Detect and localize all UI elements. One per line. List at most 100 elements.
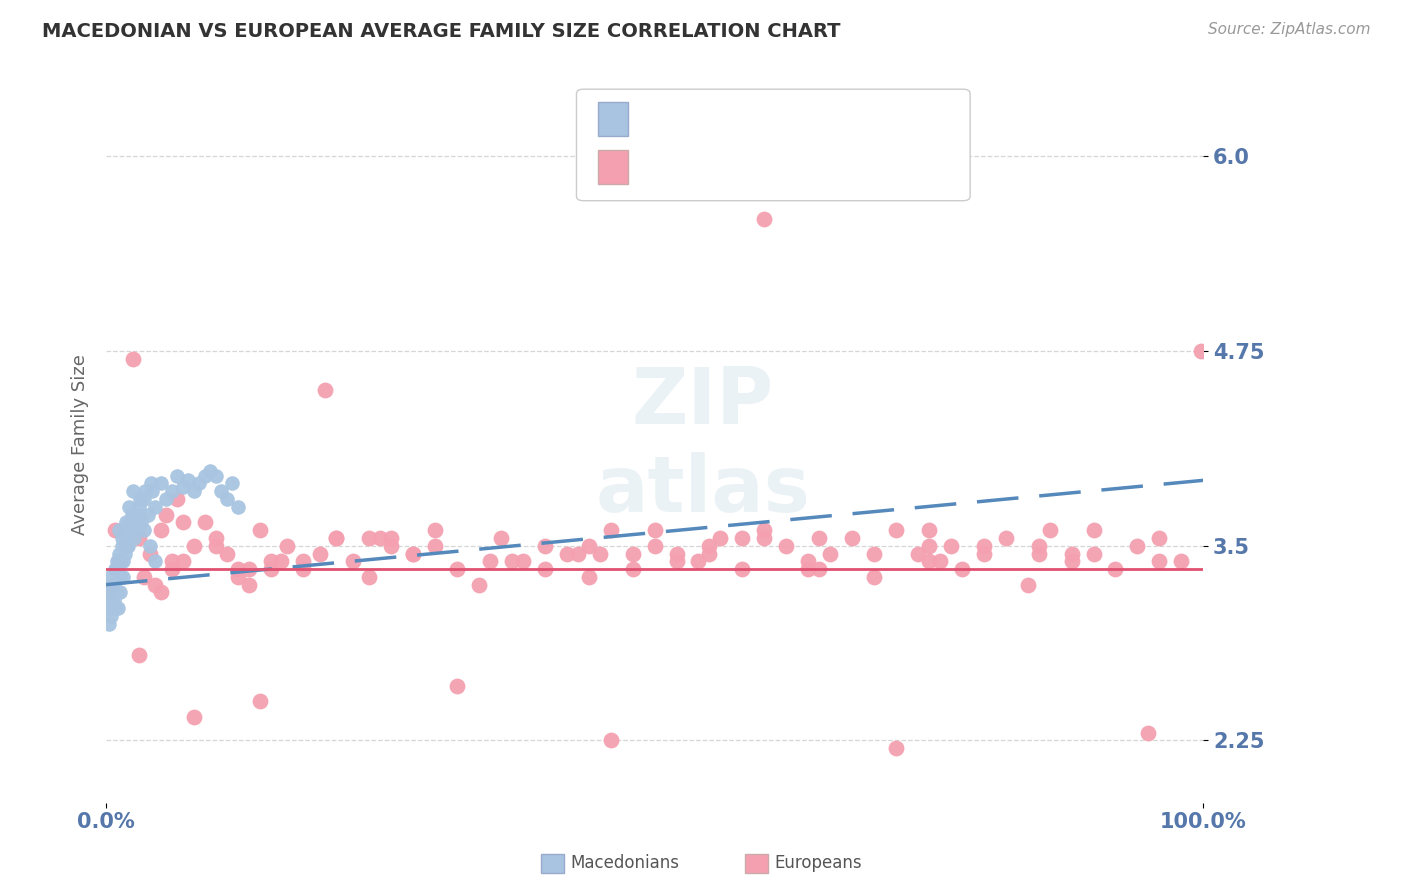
Point (973, 539, 995, 553)
Point (380, 539, 402, 553)
Point (342, 554, 364, 568)
Point (512, 554, 534, 568)
Point (621, 562, 644, 576)
Point (143, 500, 166, 514)
Point (534, 539, 557, 553)
Point (402, 547, 425, 561)
Point (160, 562, 183, 576)
Point (183, 484, 205, 499)
Point (359, 570, 381, 584)
Point (177, 473, 200, 487)
Point (249, 523, 271, 537)
Point (928, 554, 950, 568)
Point (124, 531, 146, 545)
Point (194, 516, 217, 530)
Point (309, 547, 332, 561)
Text: Macedonians: Macedonians (571, 855, 681, 872)
Point (149, 476, 172, 491)
Point (276, 539, 298, 553)
Point (111, 531, 134, 545)
Text: Europeans: Europeans (775, 855, 862, 872)
Point (1028, 539, 1050, 553)
Point (446, 679, 468, 693)
Point (1104, 562, 1126, 576)
Point (589, 547, 612, 561)
Point (402, 547, 425, 561)
Point (775, 539, 797, 553)
Point (226, 500, 249, 514)
Point (166, 468, 188, 483)
Point (108, 585, 131, 599)
Point (950, 562, 973, 576)
Point (128, 648, 150, 662)
Point (103, 593, 125, 607)
Point (108, 554, 131, 568)
Point (139, 476, 162, 491)
Point (1149, 531, 1171, 545)
Point (238, 577, 260, 591)
Point (122, 484, 145, 499)
Point (111, 539, 134, 553)
Point (104, 523, 127, 537)
Point (884, 741, 907, 756)
Point (249, 694, 271, 708)
Point (709, 531, 731, 545)
Point (555, 547, 578, 561)
Point (797, 562, 820, 576)
Point (599, 523, 621, 537)
Point (863, 547, 886, 561)
Point (325, 531, 347, 545)
Point (567, 547, 589, 561)
Point (863, 570, 886, 584)
Point (270, 554, 292, 568)
Point (1083, 547, 1105, 561)
Point (104, 585, 127, 599)
Text: N =  117: N = 117 (801, 158, 882, 176)
Point (221, 476, 243, 491)
Point (939, 539, 962, 553)
Point (104, 562, 127, 576)
Point (918, 539, 941, 553)
Point (578, 570, 600, 584)
Point (599, 733, 621, 747)
Point (808, 562, 831, 576)
Point (134, 491, 156, 506)
Point (754, 211, 776, 226)
Text: R =  0.075: R = 0.075 (640, 110, 735, 128)
Point (108, 523, 131, 537)
Point (292, 562, 315, 576)
Point (160, 554, 183, 568)
Point (688, 554, 710, 568)
Point (122, 351, 145, 366)
Point (134, 484, 156, 499)
Point (115, 539, 138, 553)
Point (100, 593, 122, 607)
Point (841, 531, 863, 545)
Point (314, 383, 336, 397)
Point (112, 554, 135, 568)
Point (183, 539, 205, 553)
Point (114, 539, 136, 553)
Point (105, 554, 128, 568)
Point (731, 531, 754, 545)
Point (139, 539, 162, 553)
Point (973, 547, 995, 561)
Point (124, 508, 146, 522)
Point (226, 562, 249, 576)
Point (808, 531, 831, 545)
Point (423, 539, 446, 553)
Point (644, 523, 666, 537)
Point (1083, 523, 1105, 537)
Point (155, 491, 177, 506)
Point (1149, 554, 1171, 568)
Point (797, 554, 820, 568)
Point (918, 523, 941, 537)
Point (149, 523, 172, 537)
Point (380, 531, 402, 545)
Point (149, 585, 172, 599)
Point (98, 601, 121, 615)
Point (114, 516, 136, 530)
Point (578, 539, 600, 553)
Text: R =  0.000: R = 0.000 (640, 158, 735, 176)
Point (1028, 547, 1050, 561)
